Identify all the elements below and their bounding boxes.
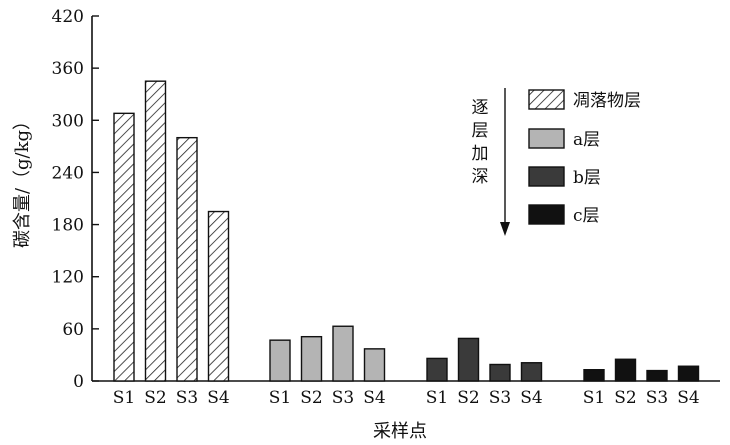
legend-swatch: [528, 128, 565, 149]
legend-swatch: [528, 89, 565, 110]
bar-1-S1: [113, 112, 135, 382]
annotation-char: 逐: [472, 98, 489, 118]
legend-label: a层: [573, 130, 600, 150]
x-tick-label: S3: [332, 388, 354, 408]
y-axis-title: 碳含量/（g/kg）: [12, 112, 33, 248]
legend-swatch: [528, 166, 565, 187]
x-tick-label: S4: [207, 388, 229, 408]
x-tick-label: S3: [176, 388, 198, 408]
y-axis: 0 60 120 180 240 300 360 420: [52, 7, 99, 392]
x-tick-label: S2: [144, 388, 166, 408]
bar-1-S3: [176, 136, 198, 382]
x-tick-label: S2: [300, 388, 322, 408]
x-tick-label: S2: [614, 388, 636, 408]
x-tick-label: S2: [457, 388, 479, 408]
bar-2-S1: [269, 339, 291, 382]
x-tick-label: S1: [269, 388, 291, 408]
bar-3-S1: [426, 357, 448, 382]
x-tick-label: S1: [583, 388, 605, 408]
legend-swatch: [528, 204, 565, 225]
x-tick-label: S1: [113, 388, 135, 408]
legend-label: 凋落物层: [573, 91, 641, 111]
x-axis-title: 采样点: [373, 421, 427, 442]
x-tick-label: S3: [646, 388, 668, 408]
bar-1-S4: [207, 210, 230, 382]
y-tick-label: 0: [73, 372, 84, 392]
y-tick-label: 60: [62, 320, 84, 340]
x-tick-label: S3: [489, 388, 511, 408]
y-tick-label: 240: [52, 163, 84, 183]
x-tick-label: S1: [426, 388, 448, 408]
y-tick-label: 420: [52, 7, 84, 27]
x-tick-label: S4: [520, 388, 542, 408]
bar-4-S2: [614, 358, 637, 382]
arrow-head: [500, 222, 510, 236]
bar-3-S2: [457, 337, 480, 382]
y-tick-label: 300: [52, 111, 84, 131]
y-tick-label: 120: [52, 268, 84, 288]
bar-2-S4: [363, 348, 386, 382]
bar-2-S2: [300, 335, 323, 382]
x-tick-label: S4: [677, 388, 699, 408]
legend: 凋落物层 a层 b层 c层: [528, 89, 641, 226]
x-tick-labels: S1 S2 S3 S4 S1 S2 S3 S4 S1 S2 S3 S4 S1 S2 S3 S4: [113, 388, 700, 408]
bar-1-S2: [144, 80, 167, 382]
annotation-char: 深: [472, 167, 489, 187]
bars: [113, 80, 700, 382]
bar-3-S4: [520, 362, 543, 382]
y-tick-label: 180: [52, 216, 84, 236]
bar-4-S1: [583, 369, 605, 382]
bar-4-S4: [677, 365, 700, 382]
legend-label: b层: [573, 168, 601, 188]
bar-2-S3: [332, 325, 354, 382]
bar-3-S3: [489, 363, 511, 382]
annotation-char: 加: [472, 144, 489, 164]
annotation-char: 层: [472, 121, 489, 141]
y-tick-label: 360: [52, 59, 84, 79]
legend-label: c层: [573, 206, 600, 226]
bar-4-S3: [646, 369, 668, 382]
x-tick-label: S4: [363, 388, 385, 408]
